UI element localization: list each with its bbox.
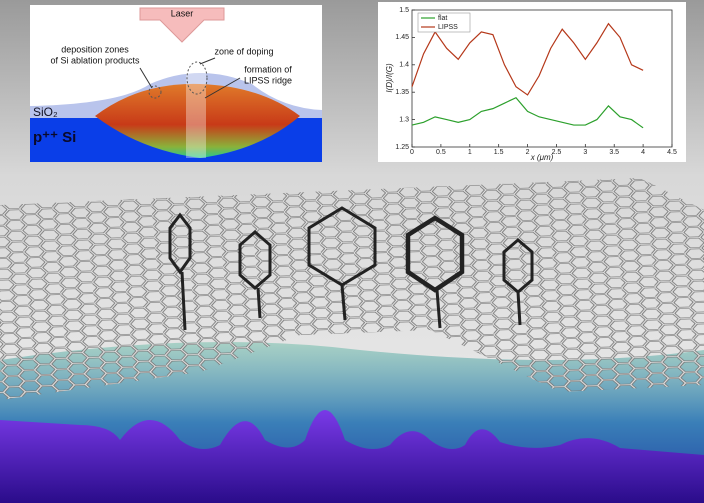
benzene (405, 215, 465, 293)
label: zone of doping (214, 46, 273, 56)
x-tick-label: 4 (641, 149, 645, 156)
label: LIPSS ridge (244, 75, 292, 85)
legend-label: flat (438, 15, 447, 22)
silicon-label: p⁺⁺ Si (33, 129, 76, 146)
label: of Si ablation products (50, 55, 140, 65)
legend-label: LIPSS (438, 24, 458, 31)
process-diagram: Laser deposition zones of Si ablation pr… (30, 5, 322, 162)
bond (516, 291, 522, 326)
x-tick-label: 3 (583, 149, 587, 156)
y-axis-label: I(D)/I(G) (385, 63, 394, 93)
y-tick-label: 1.25 (395, 144, 409, 151)
y-tick-label: 1.3 (399, 116, 409, 123)
x-axis-label: x (μm) (530, 153, 554, 162)
raman-chart: I(D)/I(G) x (μm) 1.25 1.3 1.35 1.4 1.45 1.5 0 0… (378, 2, 686, 162)
deposition-zone (148, 85, 162, 99)
series-line (411, 22, 644, 96)
leader (199, 57, 216, 65)
wave-ribbon (0, 410, 704, 503)
y-tick-label: 1.35 (395, 89, 409, 96)
y-tick-label: 1.45 (395, 34, 409, 41)
molecules (168, 206, 534, 331)
y-tick-label: 1.4 (399, 62, 409, 69)
label: formation of (244, 64, 292, 74)
doping-column (186, 68, 206, 158)
laser-label: Laser (171, 8, 194, 18)
laser-arrow (139, 7, 225, 43)
label: deposition zones (61, 44, 129, 54)
x-tick-label: 4.5 (667, 149, 677, 156)
axes-frame (411, 9, 673, 148)
bond (435, 289, 442, 329)
x-tick-label: 3.5 (609, 149, 619, 156)
leader (204, 77, 241, 99)
doping-zone (186, 61, 208, 95)
x-tick-label: 1.5 (494, 149, 504, 156)
bond (340, 284, 347, 321)
x-tick-label: 2 (526, 149, 530, 156)
x-tick-label: 2.5 (552, 149, 562, 156)
benzene (238, 230, 272, 290)
oxide-label: SiO₂ (33, 105, 58, 119)
graphene-sheet (0, 178, 704, 400)
series-line (411, 96, 644, 129)
x-tick-label: 0 (410, 149, 414, 156)
benzene (168, 212, 192, 275)
leader (139, 67, 153, 89)
y-tick-label: 1.5 (399, 7, 409, 14)
bond (180, 271, 187, 331)
melt-zone (95, 83, 300, 158)
leaders (139, 57, 241, 99)
x-tick-label: 0.5 (436, 149, 446, 156)
bond (256, 287, 262, 319)
x-tick-label: 1 (468, 149, 472, 156)
